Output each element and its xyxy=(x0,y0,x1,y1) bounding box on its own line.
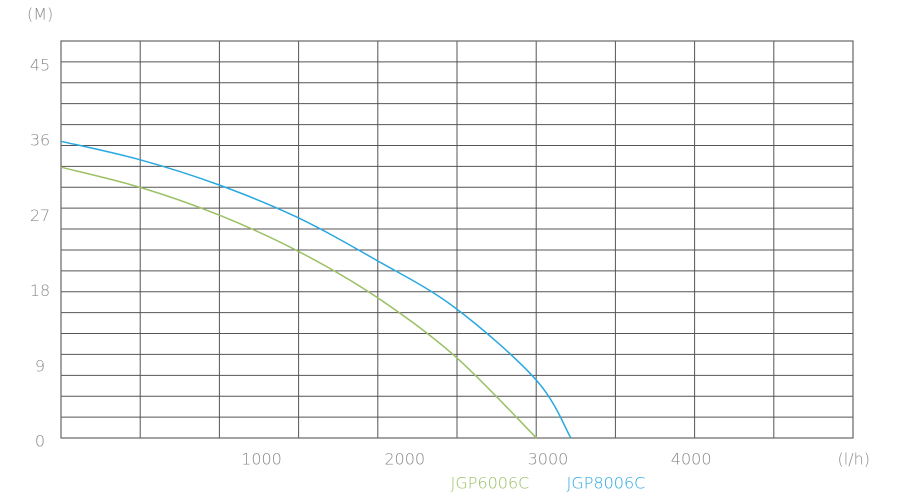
y-tick-label: 27 xyxy=(30,206,50,225)
y-tick-label: 36 xyxy=(30,131,50,150)
series-line xyxy=(60,140,572,439)
x-tick-label: 1000 xyxy=(241,450,282,469)
plot-frame xyxy=(60,40,854,439)
y-tick-label: 0 xyxy=(35,432,45,451)
x-tick-label: 2000 xyxy=(384,450,425,469)
y-tick-label: 45 xyxy=(30,55,50,74)
y-tick-label: 18 xyxy=(30,281,50,300)
x-axis-label: (l/h) xyxy=(838,450,870,469)
series-line xyxy=(60,166,538,439)
x-tick-label: 3000 xyxy=(528,450,569,469)
legend-entry: JGP8006C xyxy=(567,474,646,493)
legend-entry: JGP6006C xyxy=(451,474,530,493)
y-axis-label: (M) xyxy=(27,5,53,24)
y-tick-label: 9 xyxy=(35,356,45,375)
x-tick-label: 4000 xyxy=(671,450,712,469)
